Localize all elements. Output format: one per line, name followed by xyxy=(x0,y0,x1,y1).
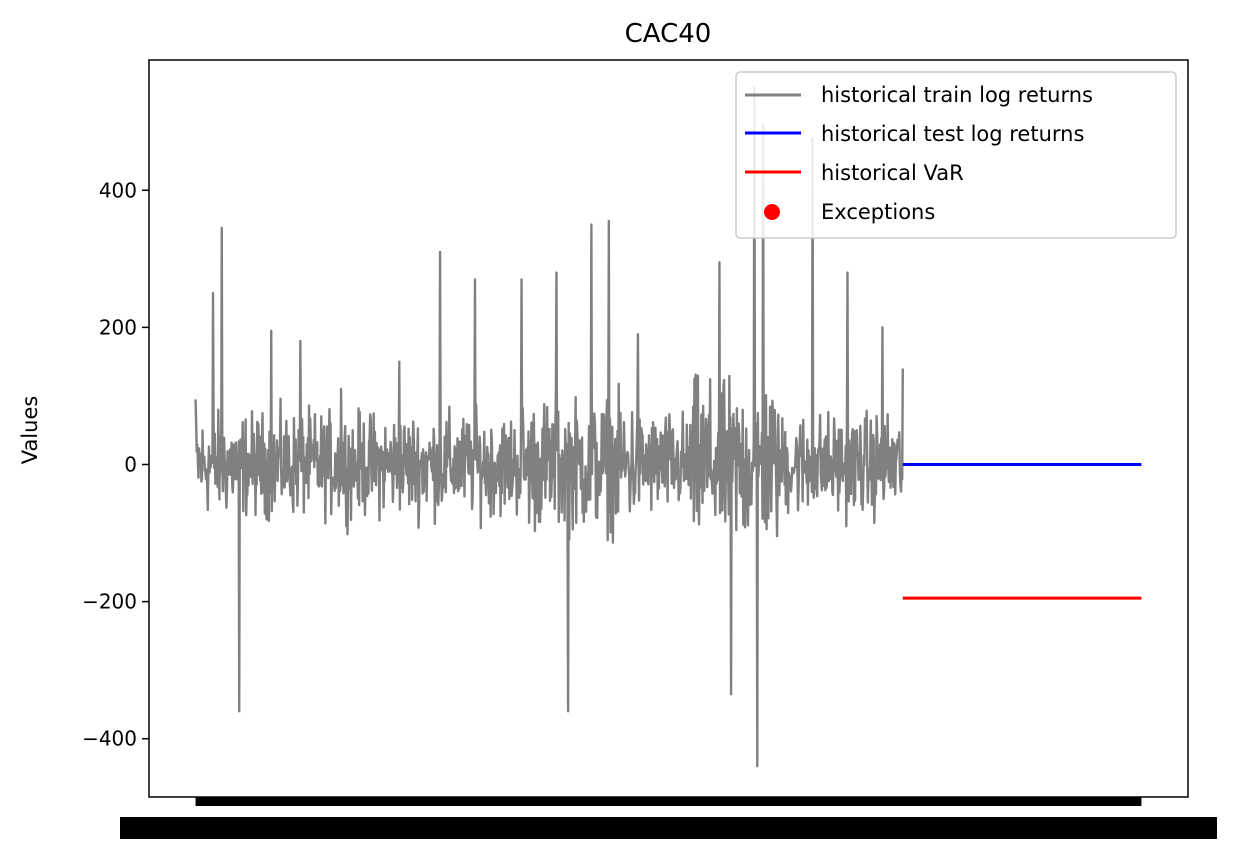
y-tick-label: 0 xyxy=(124,452,137,476)
plot-frame xyxy=(148,59,1189,798)
y-tick-label: 200 xyxy=(99,315,137,339)
legend-label-var: historical VaR xyxy=(821,161,964,185)
legend-label-exceptions: Exceptions xyxy=(821,200,935,224)
y-tick-label: 400 xyxy=(99,178,137,202)
y-axis: −400 −200 0 200 400 xyxy=(82,178,149,751)
y-tick-label: −200 xyxy=(82,590,137,614)
series-line-train xyxy=(194,86,904,768)
legend-label-train: historical train log returns xyxy=(821,83,1093,107)
legend: historical train log returns historical … xyxy=(735,71,1177,239)
chart-title: CAC40 xyxy=(625,19,712,49)
x-tick-labels-overlapping xyxy=(120,817,1217,839)
x-axis xyxy=(120,797,1217,839)
x-tick-marks xyxy=(195,797,1142,806)
plot-area xyxy=(194,86,1142,768)
legend-swatch-exceptions xyxy=(764,204,780,220)
y-axis-label: Values xyxy=(18,396,42,465)
legend-box xyxy=(735,71,1177,239)
y-tick-label: −400 xyxy=(82,727,137,751)
legend-label-test: historical test log returns xyxy=(821,122,1084,146)
